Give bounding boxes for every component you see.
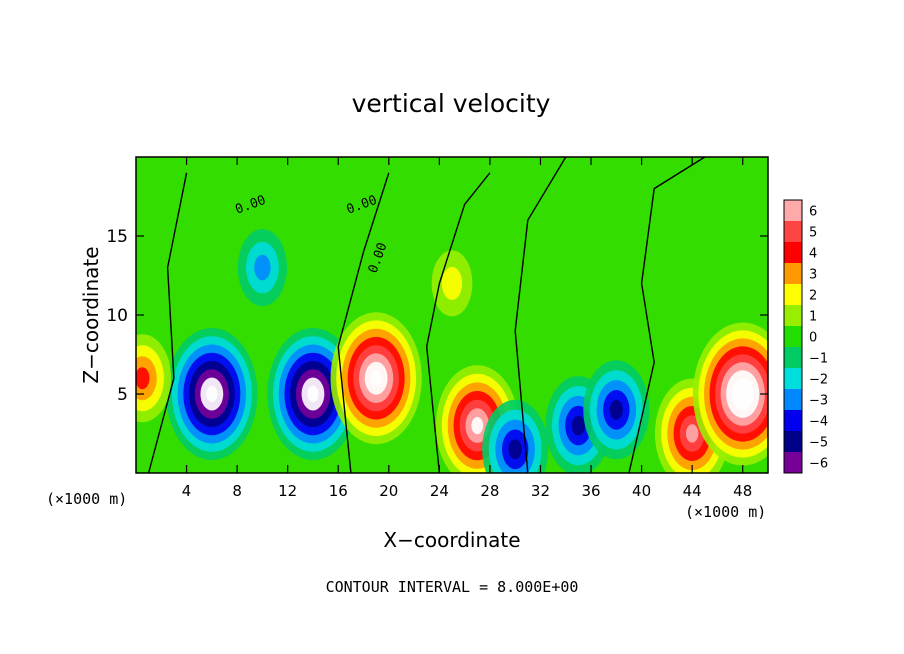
zero-contour-0 [147,172,188,474]
colorbar-tick-label-4: 2 [809,289,817,304]
field-feature-3 [370,369,382,387]
contour-interval-note: CONTOUR INTERVAL = 8.000E+00 [326,578,579,596]
colorbar-tick-label-9: −3 [809,394,828,409]
colorbar-tick-label-11: −5 [809,436,828,451]
colorbar-tick-label-5: 1 [809,310,817,325]
y-tick-label-15: 15 [106,227,128,247]
field-feature-4 [471,417,484,435]
field-feature-2 [254,254,271,281]
colorbar-swatch-7 [784,347,802,368]
colorbar-swatch-3 [784,263,802,284]
field-feature-9 [737,386,749,402]
velocity-field [136,157,768,473]
colorbar-tick-label-12: −6 [809,457,828,472]
field-feature-5 [508,439,522,460]
y-axis-label: Z−coordinate [79,246,103,383]
x-tick-label-8: 8 [232,482,242,500]
zero-contour-4 [628,156,706,474]
x-unit-label-left: (×1000 m) [46,490,127,508]
x-axis-ticks: 4 8 12 16 20 24 28 32 36 40 44 48 [182,157,752,500]
y-tick-label-5: 5 [117,385,128,405]
colorbar-swatch-0 [784,200,802,221]
y-tick-label-10: 10 [106,306,128,326]
x-tick-label-44: 44 [683,482,702,500]
x-tick-label-48: 48 [733,482,752,500]
field-feature-0 [206,385,218,403]
field-feature-8 [685,424,699,443]
colorbar-tick-label-1: 5 [809,226,817,241]
x-tick-label-4: 4 [182,482,192,500]
colorbar-swatch-2 [784,242,802,263]
y-axis-ticks: 5 10 15 [106,227,768,405]
colorbar-swatch-4 [784,284,802,305]
field-feature-6 [571,415,586,436]
colorbar-tick-label-6: 0 [809,331,817,346]
x-tick-label-32: 32 [531,482,550,500]
colorbar-tick-label-3: 3 [809,268,817,283]
colorbar: 6 5 4 3 2 1 0 −1 −2 −3 −4 −5 −6 [783,199,828,474]
x-tick-label-28: 28 [480,482,499,500]
field-feature-11 [441,266,463,300]
chart-title: vertical velocity [352,89,551,118]
colorbar-swatch-8 [784,368,802,389]
x-tick-label-36: 36 [581,482,600,500]
colorbar-tick-label-7: −1 [809,352,828,367]
x-tick-label-24: 24 [430,482,449,500]
field-feature-1 [307,385,319,403]
colorbar-tick-label-2: 4 [809,247,817,262]
field-feature-10 [136,367,150,390]
x-unit-label-right: (×1000 m) [685,503,766,521]
x-tick-label-12: 12 [278,482,297,500]
colorbar-swatch-1 [784,221,802,242]
colorbar-tick-label-8: −2 [809,373,828,388]
zero-contour-2 [425,172,491,474]
colorbar-tick-label-10: −4 [809,415,828,430]
colorbar-tick-label-0: 6 [809,205,817,220]
colorbar-swatch-12 [784,452,802,473]
colorbar-swatch-11 [784,431,802,452]
zero-contour-1 [337,172,390,474]
zero-contour-3 [514,156,567,474]
colorbar-swatch-9 [784,389,802,410]
colorbar-swatch-10 [784,410,802,431]
colorbar-swatch-6 [784,326,802,347]
x-axis-label: X−coordinate [383,528,520,552]
field-feature-7 [609,399,623,420]
colorbar-swatch-5 [784,305,802,326]
x-tick-label-16: 16 [329,482,348,500]
x-tick-label-40: 40 [632,482,651,500]
x-tick-label-20: 20 [379,482,398,500]
colorbar-frame [783,199,803,474]
